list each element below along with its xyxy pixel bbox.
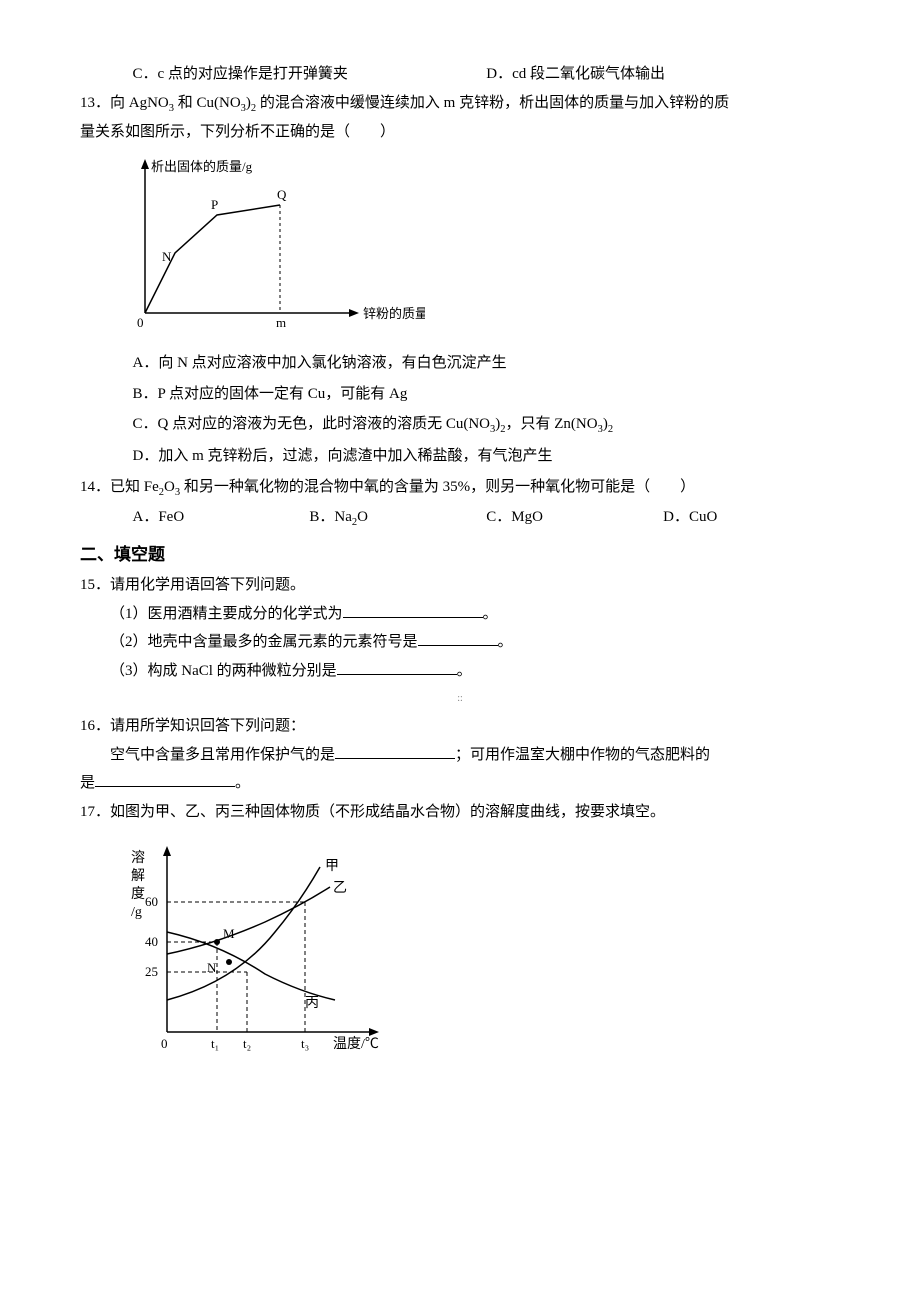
svg-text:m: m	[276, 315, 286, 330]
q17-figure: 溶 解 度 /g 60 40 25 0 t₁ t₂ t₃ 温度/℃	[125, 832, 840, 1073]
svg-text:M: M	[223, 926, 235, 941]
svg-text:溶: 溶	[131, 850, 145, 866]
q15-p3: （3）构成 NaCl 的两种微粒分别是。	[80, 657, 840, 686]
svg-text:0: 0	[161, 1036, 168, 1051]
svg-text:0: 0	[137, 315, 144, 330]
section-2-heading: 二、填空题	[80, 539, 840, 571]
q13-opt-c: C．Q 点对应的溶液为无色，此时溶液的溶质无 Cu(NO3)2，只有 Zn(NO…	[133, 410, 841, 440]
q13-opt-d: D．加入 m 克锌粉后，过滤，向滤渣中加入稀盐酸，有气泡产生	[133, 442, 841, 471]
svg-text:60: 60	[145, 894, 158, 909]
q13-figure: 析出固体的质量/g 锌粉的质量/g N P Q m 0	[125, 153, 840, 344]
q14-opt-a: A．FeO	[133, 503, 310, 533]
svg-text:t₃: t₃	[301, 1036, 309, 1051]
svg-text:P: P	[211, 197, 218, 212]
q17-stem: 17．如图为甲、乙、丙三种固体物质（不形成结晶水合物）的溶解度曲线，按要求填空。	[80, 798, 840, 827]
svg-text:乙: 乙	[333, 880, 347, 896]
q14-stem: 14．已知 Fe2O3 和另一种氧化物的混合物中氧的含量为 35%，则另一种氧化…	[80, 473, 840, 503]
svg-text:Q: Q	[277, 187, 287, 202]
q13-opt-b: B．P 点对应的固体一定有 Cu，可能有 Ag	[133, 380, 841, 409]
q16-line2: 是。	[80, 769, 840, 798]
svg-text:25: 25	[145, 964, 158, 979]
svg-text:解: 解	[131, 868, 145, 884]
svg-text:N: N	[207, 960, 217, 975]
svg-text:析出固体的质量/g: 析出固体的质量/g	[151, 159, 253, 174]
svg-text:锌粉的质量/g: 锌粉的质量/g	[363, 306, 425, 321]
svg-text:/g: /g	[131, 905, 142, 920]
q16-stem: 16．请用所学知识回答下列问题：	[80, 712, 840, 741]
svg-text:度: 度	[131, 886, 145, 902]
q12-opt-c: C．c 点的对应操作是打开弹簧夹	[133, 60, 487, 89]
page-marker: ::	[80, 685, 840, 712]
q14-opt-b: B．Na2O	[309, 503, 486, 533]
q14-opt-c: C．MgO	[486, 503, 663, 533]
q13-stem: 13．向 AgNO3 和 Cu(NO3)2 的混合溶液中缓慢连续加入 m 克锌粉…	[80, 89, 840, 119]
q15-p1: （1）医用酒精主要成分的化学式为。	[80, 600, 840, 629]
q16-line1: 空气中含量多且常用作保护气的是；可用作温室大棚中作物的气态肥料的	[80, 741, 840, 770]
q13-opt-a: A．向 N 点对应溶液中加入氯化钠溶液，有白色沉淀产生	[133, 349, 841, 378]
svg-text:t₁: t₁	[211, 1036, 219, 1051]
q13-stem2: 量关系如图所示，下列分析不正确的是（ ）	[80, 118, 840, 147]
q14-opt-d: D．CuO	[663, 503, 840, 533]
q15-p2: （2）地壳中含量最多的金属元素的元素符号是。	[80, 628, 840, 657]
svg-text:甲: 甲	[325, 859, 339, 874]
q12-opt-d: D．cd 段二氧化碳气体输出	[486, 60, 840, 89]
svg-text:t₂: t₂	[243, 1036, 251, 1051]
svg-text:温度/℃: 温度/℃	[333, 1036, 379, 1052]
q15-stem: 15．请用化学用语回答下列问题。	[80, 571, 840, 600]
svg-text:N: N	[162, 249, 172, 264]
svg-text:丙: 丙	[305, 996, 319, 1011]
svg-text:40: 40	[145, 934, 158, 949]
